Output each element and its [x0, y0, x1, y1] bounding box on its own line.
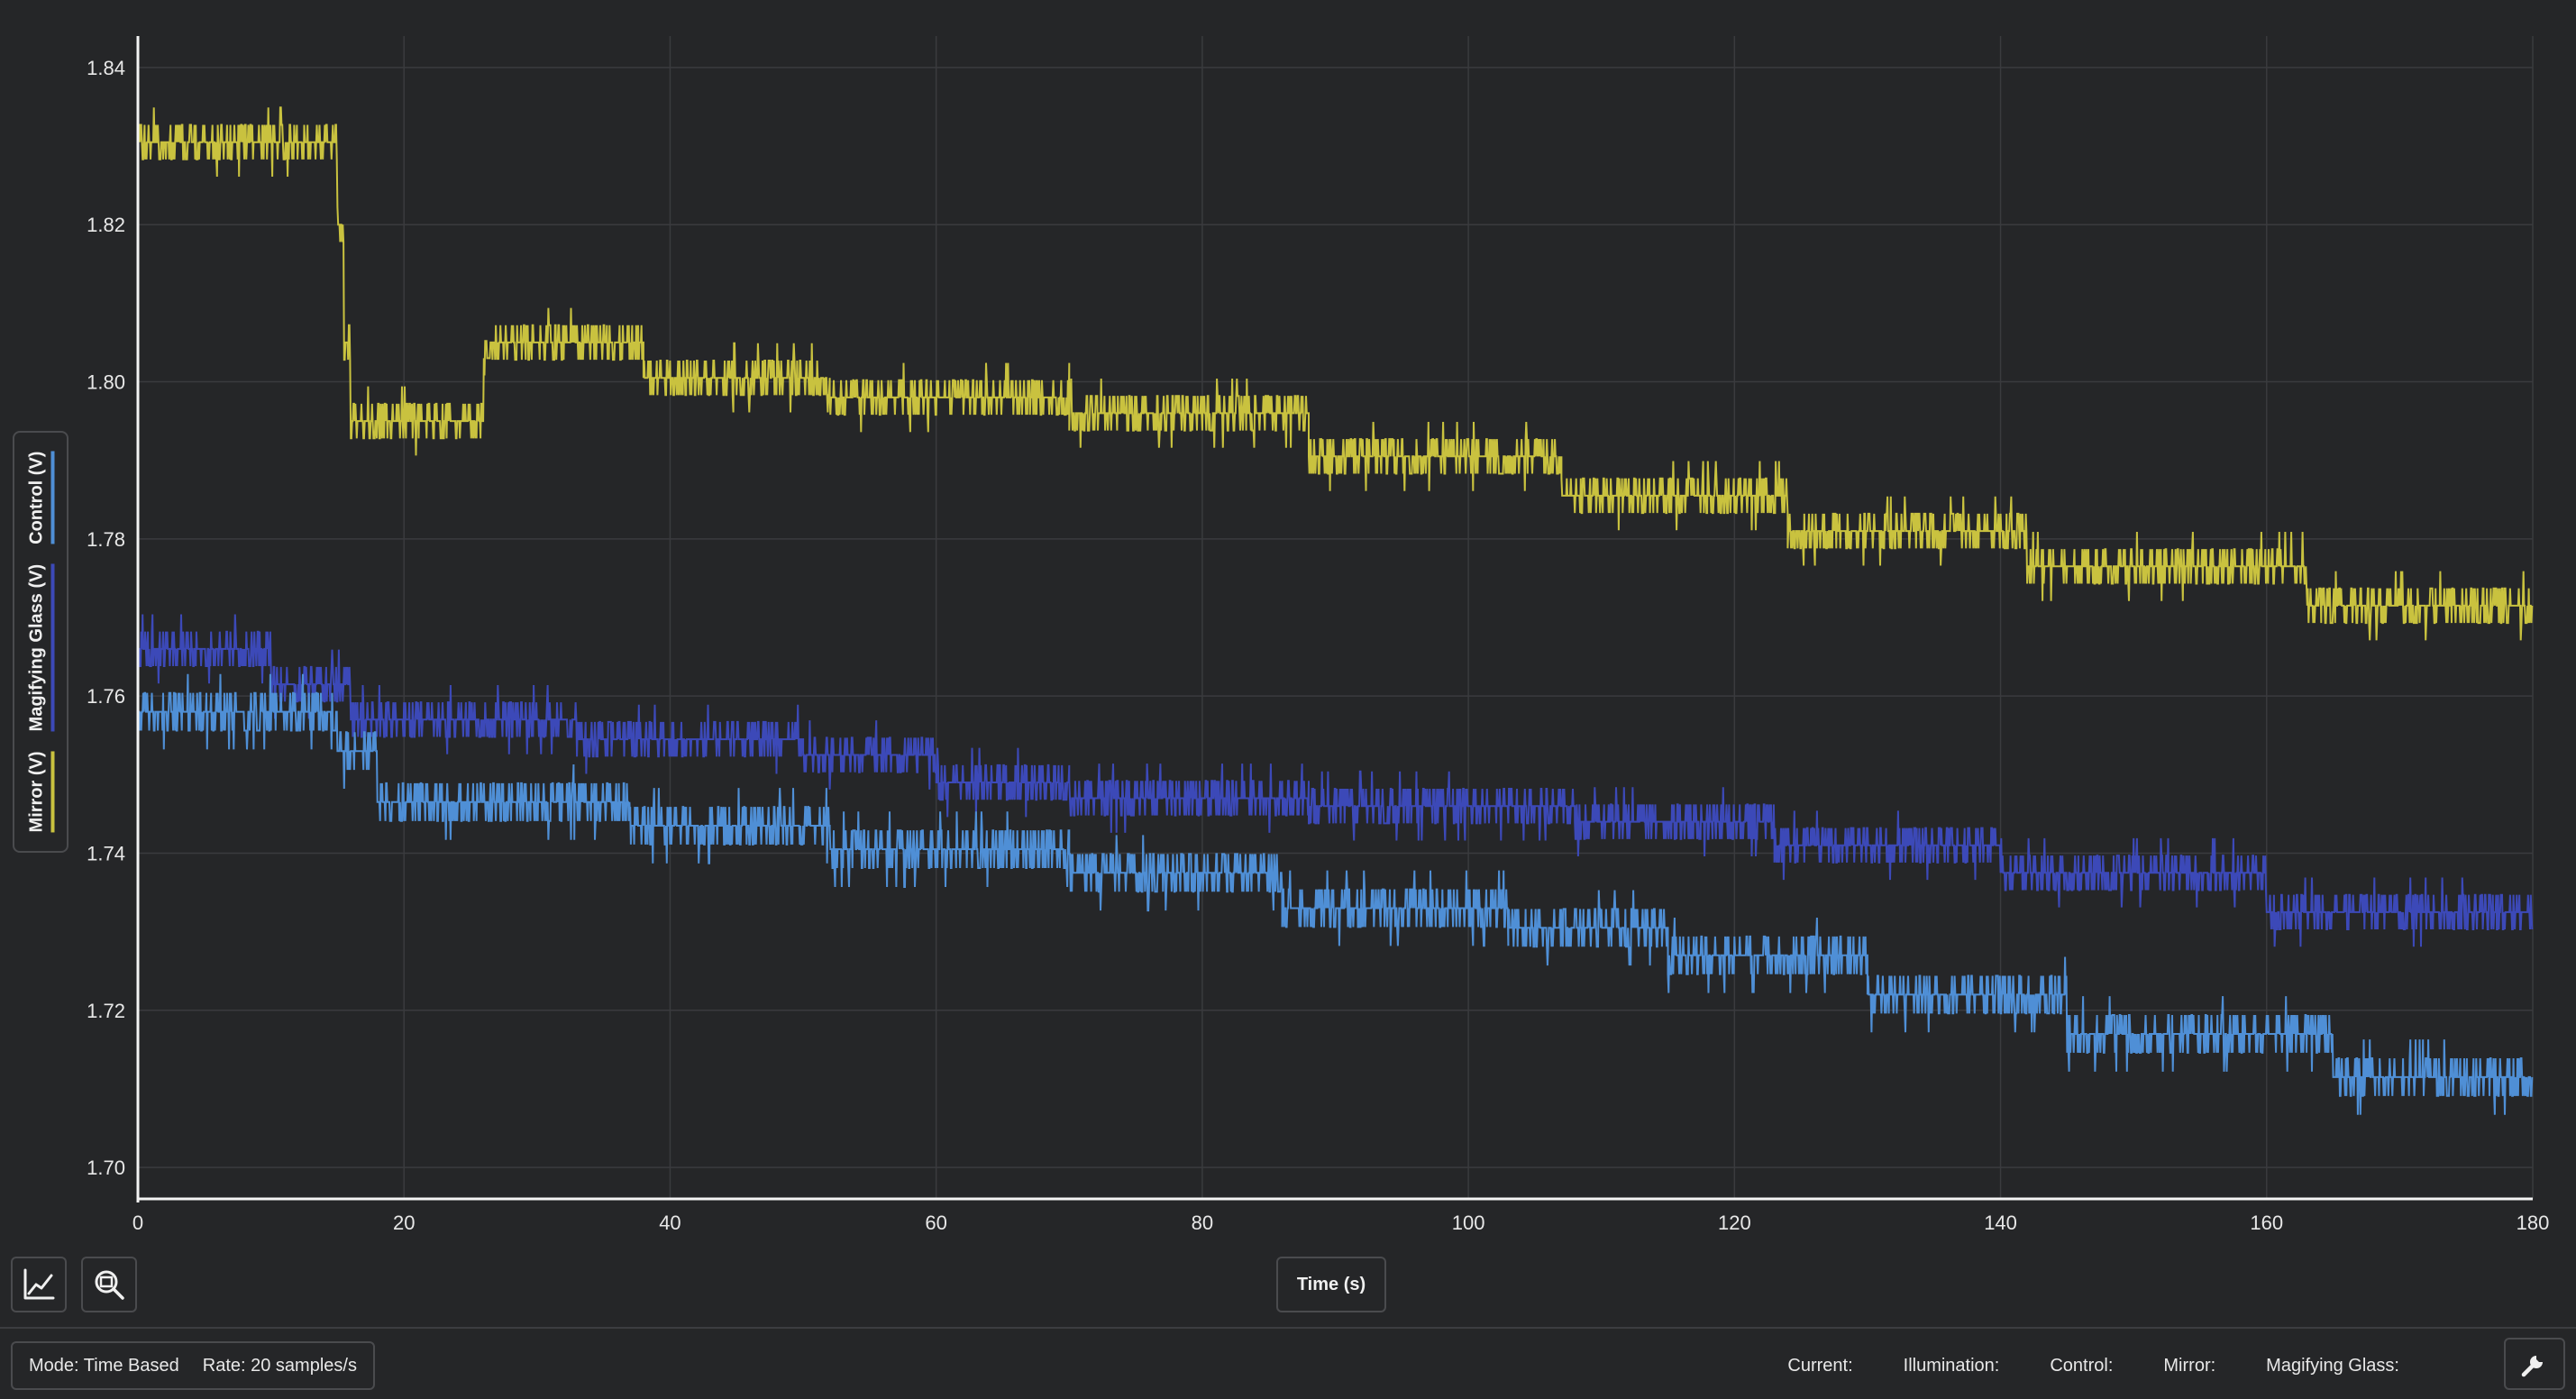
y-tick-label: 1.74 — [87, 842, 125, 864]
legend-label-control: Control (V) — [26, 451, 47, 544]
rate-label: Rate: 20 samples/s — [202, 1355, 357, 1376]
zoom-out-icon — [95, 1270, 124, 1300]
illumination-readout: Illumination: — [1903, 1355, 2000, 1376]
chart-axes-icon — [23, 1268, 55, 1300]
x-tick-label: 0 — [132, 1212, 143, 1234]
wrench-icon — [2521, 1356, 2543, 1377]
legend-entry-magifying-glass: Magifying Glass (V) — [26, 563, 55, 732]
x-tick-label: 60 — [925, 1212, 946, 1234]
chart-axes-button[interactable] — [11, 1257, 67, 1312]
x-tick-label: 80 — [1192, 1212, 1213, 1234]
x-tick-label: 140 — [1984, 1212, 2017, 1234]
legend-swatch-control — [50, 451, 55, 544]
y-tick-label: 1.70 — [87, 1157, 125, 1179]
x-tick-label: 180 — [2517, 1212, 2550, 1234]
grid-lines — [137, 36, 2534, 1199]
status-divider — [0, 1327, 2576, 1329]
legend-label-mirror: Mirror (V) — [26, 751, 47, 833]
legend-swatch-mirror — [50, 751, 55, 833]
zoom-out-button[interactable] — [81, 1257, 137, 1312]
y-tick-label: 1.80 — [87, 371, 125, 394]
y-axis-legend: Mirror (V) Magifying Glass (V) Control (… — [13, 431, 69, 853]
control-readout: Control: — [2050, 1355, 2114, 1376]
y-tick-label: 1.76 — [87, 685, 125, 708]
x-tick-label: 100 — [1452, 1212, 1485, 1234]
series-line-control-v — [138, 673, 2534, 1115]
y-tick-label: 1.82 — [87, 214, 125, 236]
readout-panel: Current: Illumination: Control: Mirror: … — [1787, 1341, 2399, 1390]
mode-rate-panel[interactable]: Mode: Time Based Rate: 20 samples/s — [11, 1341, 375, 1390]
x-tick-label: 20 — [393, 1212, 415, 1234]
tick-labels: 0 20 40 60 80 100 120 140 160 180 1.70 1.72 1.74 1.76… — [87, 57, 2549, 1234]
x-tick-label: 40 — [659, 1212, 681, 1234]
y-tick-label: 1.78 — [87, 528, 125, 551]
legend-entry-control: Control (V) — [26, 451, 55, 544]
x-tick-label: 120 — [1718, 1212, 1751, 1234]
magifying-glass-readout: Magifying Glass: — [2266, 1355, 2399, 1376]
y-tick-label: 1.72 — [87, 1000, 125, 1022]
y-tick-label: 1.84 — [87, 57, 125, 79]
mode-label: Mode: Time Based — [29, 1355, 179, 1376]
series-line-magifying-glass-v — [138, 614, 2534, 947]
series-lines — [137, 106, 2534, 1115]
series-line-mirror-v — [137, 106, 2534, 641]
axes — [136, 36, 2533, 1202]
x-axis-label-text: Time (s) — [1296, 1274, 1366, 1294]
x-tick-label: 160 — [2250, 1212, 2283, 1234]
legend-label-magifying-glass: Magifying Glass (V) — [26, 563, 47, 732]
legend-swatch-magifying-glass — [50, 563, 55, 732]
current-readout: Current: — [1787, 1355, 1853, 1376]
legend-entry-mirror: Mirror (V) — [26, 751, 55, 833]
mirror-readout: Mirror: — [2163, 1355, 2216, 1376]
line-chart[interactable]: 0 20 40 60 80 100 120 140 160 180 1.70 1.72 1.74 1.76… — [0, 0, 2576, 1253]
settings-button[interactable] — [2504, 1338, 2565, 1390]
x-axis-label[interactable]: Time (s) — [1276, 1257, 1386, 1312]
